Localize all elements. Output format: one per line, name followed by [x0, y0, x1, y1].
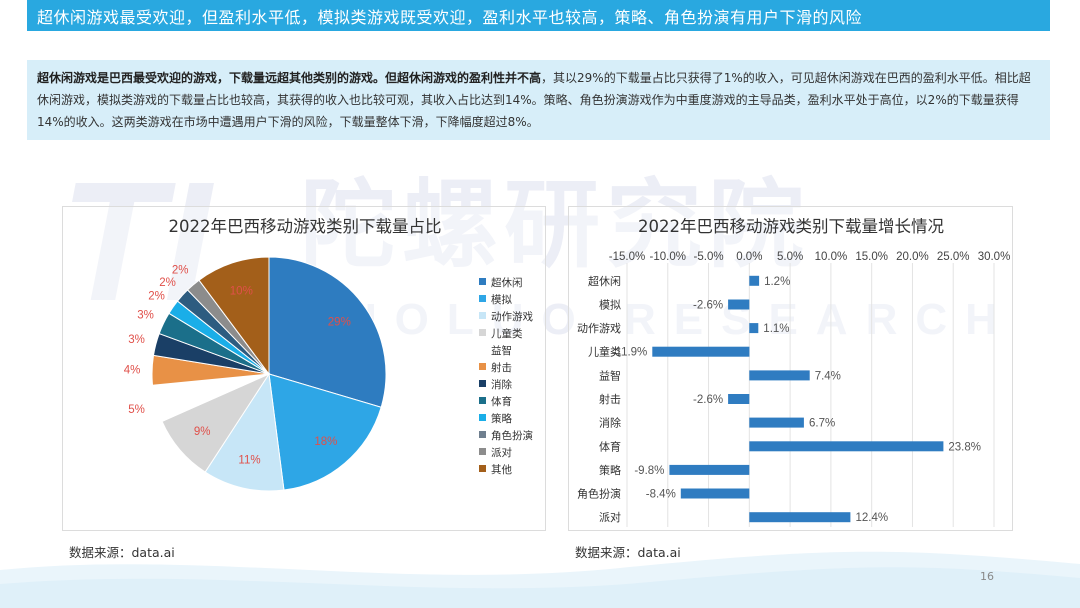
- bar: [728, 299, 750, 310]
- bar: [680, 488, 750, 499]
- legend-label: 模拟: [491, 293, 512, 306]
- wave-decoration: [0, 551, 1080, 608]
- pie-slice-label: 3%: [137, 310, 154, 322]
- x-tick-label: 30.0%: [978, 251, 1011, 263]
- pie-slice: [204, 372, 285, 492]
- legend-label: 益智: [491, 344, 512, 357]
- legend-label: 动作游戏: [491, 310, 533, 323]
- pie-slice-label: 2%: [172, 265, 189, 277]
- legend-label: 儿童类: [491, 327, 523, 340]
- legend-swatch: [479, 431, 486, 438]
- legend-label: 派对: [491, 446, 512, 459]
- bar: [652, 346, 750, 357]
- bar-value-label: 1.1%: [763, 323, 789, 335]
- category-label: 体育: [599, 439, 621, 453]
- page-title: 超休闲游戏最受欢迎，但盈利水平低，模拟类游戏既受欢迎，盈利水平也较高，策略、角色…: [37, 8, 863, 27]
- pie-chart-title: 2022年巴西移动游戏类别下载量占比: [169, 217, 442, 236]
- x-tick-label: -5.0%: [694, 251, 724, 263]
- pie-slice-label: 5%: [128, 404, 145, 416]
- bar-value-label: -9.8%: [634, 465, 664, 477]
- bar-chart-panel: 2022年巴西移动游戏类别下载量增长情况 -15.0% -10.0% -5.0% 0.0…: [568, 206, 1013, 531]
- x-tick-label: 15.0%: [855, 251, 888, 263]
- bar: [669, 464, 750, 475]
- summary-bold: 超休闲游戏是巴西最受欢迎的游戏，下载量远超其他类别的游戏。但超休闲游戏的盈利性并…: [37, 71, 542, 85]
- bar-value-label: 6.7%: [809, 418, 835, 430]
- bar-value-label: 7.4%: [815, 370, 841, 382]
- pie-slice: [268, 373, 382, 491]
- bar-value-label: 1.2%: [764, 276, 790, 288]
- pie-slice-label: 3%: [128, 334, 145, 346]
- category-label: 派对: [599, 510, 621, 524]
- bar-value-label: -8.4%: [646, 489, 676, 501]
- category-label: 射击: [599, 392, 621, 406]
- summary-box: 超休闲游戏是巴西最受欢迎的游戏，下载量远超其他类别的游戏。但超休闲游戏的盈利性并…: [27, 60, 1050, 140]
- source-left: 数据来源：data.ai: [69, 545, 175, 560]
- bar: [749, 441, 944, 452]
- category-label: 模拟: [599, 297, 621, 311]
- bar-value-label: -11.9%: [612, 347, 648, 359]
- bar: [749, 370, 810, 381]
- bar-value-label: -2.6%: [693, 299, 723, 311]
- pie-slice: [268, 256, 387, 408]
- bar: [749, 417, 804, 428]
- pie-chart: 2022年巴西移动游戏类别下载量占比29%18%11%9%5%4%3%3%2%2…: [124, 217, 533, 492]
- bar: [749, 512, 851, 523]
- pie-slice: [198, 256, 270, 376]
- legend-label: 其他: [491, 463, 512, 476]
- legend-label: 消除: [491, 378, 512, 391]
- category-label: 超休闲: [588, 274, 621, 288]
- bar-chart: 2022年巴西移动游戏类别下载量增长情况 -15.0% -10.0% -5.0% 0.0…: [577, 217, 1011, 527]
- pie-slice-label: 10%: [230, 286, 253, 298]
- legend-swatch: [479, 414, 486, 421]
- x-tick-label: 10.0%: [815, 251, 848, 263]
- bar-value-label: -2.6%: [693, 394, 723, 406]
- pie-slice-label: 2%: [148, 291, 165, 303]
- x-tick-label: 5.0%: [777, 251, 803, 263]
- pie-slice-label: 4%: [124, 365, 141, 377]
- legend-label: 策略: [491, 412, 512, 425]
- x-tick-label: -10.0%: [650, 251, 686, 263]
- pie-slice-label: 11%: [238, 455, 260, 467]
- x-tick-label: 25.0%: [937, 251, 970, 263]
- bar: [749, 323, 759, 334]
- category-label: 角色扮演: [577, 487, 621, 501]
- legend-swatch: [479, 397, 486, 404]
- category-label: 儿童类: [588, 345, 621, 359]
- legend-swatch: [479, 295, 486, 302]
- summary-rest: ，其以29%的下载量占比只获得了1%的收入，可见超休闲游戏在巴西的盈利水平低。相…: [37, 71, 1031, 129]
- x-tick-label: -15.0%: [609, 251, 645, 263]
- title-bar: 超休闲游戏最受欢迎，但盈利水平低，模拟类游戏既受欢迎，盈利水平也较高，策略、角色…: [27, 0, 1050, 31]
- bar: [749, 275, 760, 286]
- x-tick-label: 0.0%: [736, 251, 762, 263]
- category-label: 益智: [599, 368, 621, 382]
- legend-swatch: [479, 465, 486, 472]
- legend-swatch: [479, 448, 486, 455]
- bar-chart-title: 2022年巴西移动游戏类别下载量增长情况: [638, 217, 944, 236]
- legend-label: 超休闲: [491, 276, 523, 289]
- pie-slice-label: 29%: [328, 317, 351, 329]
- pie-slice-label: 2%: [159, 277, 176, 289]
- source-right: 数据来源：data.ai: [575, 545, 681, 560]
- legend-swatch: [479, 278, 486, 285]
- legend-label: 体育: [491, 395, 512, 408]
- summary-text: 超休闲游戏是巴西最受欢迎的游戏，下载量远超其他类别的游戏。但超休闲游戏的盈利性并…: [37, 67, 1039, 133]
- pie-chart-panel: 2022年巴西移动游戏类别下载量占比 29% 18% 11% 9% 5% 4% 3% 3% 2% 2…: [62, 206, 546, 531]
- page-number: 16: [980, 570, 994, 583]
- category-label: 策略: [599, 463, 621, 477]
- legend-swatch: [479, 329, 486, 336]
- bar-value-label: 23.8%: [948, 441, 981, 453]
- pie-slice-label: 18%: [314, 436, 337, 448]
- legend-label: 射击: [491, 361, 512, 374]
- category-label: 动作游戏: [577, 322, 621, 335]
- category-label: 消除: [599, 416, 621, 430]
- x-tick-label: 20.0%: [896, 251, 929, 263]
- legend-swatch: [479, 380, 486, 387]
- legend-swatch: [479, 312, 486, 319]
- legend-swatch: [479, 363, 486, 370]
- bar-value-label: 12.4%: [856, 512, 889, 524]
- bar: [728, 394, 750, 404]
- legend-label: 角色扮演: [491, 429, 533, 442]
- pie-slice-label: 9%: [194, 426, 211, 438]
